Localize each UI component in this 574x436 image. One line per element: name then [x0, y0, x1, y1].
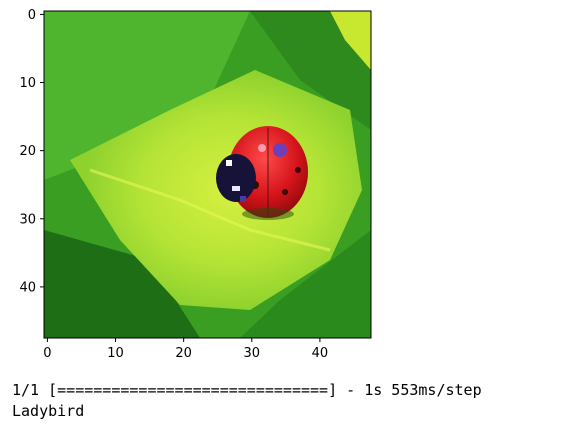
plot-svg: 0 10 20 30 40 0 10 20 30 40: [19, 8, 372, 361]
ladybird-shadow: [242, 208, 294, 220]
progress-output: 1/1 [==============================] - 1…: [12, 381, 482, 399]
ladybird-highlight: [258, 144, 266, 152]
leaf-lower-right: [240, 230, 371, 338]
image-plot: 0 10 20 30 40 0 10 20 30 40: [19, 8, 372, 361]
ladybird-reflection: [273, 143, 287, 157]
x-tick-label: 30: [244, 346, 261, 361]
ladybird-head: [216, 154, 256, 202]
y-tick-label: 10: [19, 76, 36, 91]
leaf-upper-left: [44, 11, 250, 180]
x-tick-label: 20: [175, 346, 192, 361]
ladybird-spot: [282, 189, 288, 195]
central-leaf: [70, 70, 362, 310]
ladybird-head-mark: [240, 196, 246, 202]
y-tick-label: 20: [19, 144, 36, 159]
prediction-output: Ladybird: [12, 402, 85, 420]
y-tick-label: 40: [19, 280, 36, 295]
ladybird-image: [44, 11, 371, 338]
y-axis: 0 10 20 30 40: [19, 8, 44, 295]
leaf-lower-left: [44, 230, 200, 338]
x-axis: 0 10 20 30 40: [43, 338, 328, 361]
ladybird-spot: [295, 167, 301, 173]
y-tick-label: 30: [19, 212, 36, 227]
leaf-upper-right: [250, 11, 371, 130]
x-tick-label: 10: [107, 346, 124, 361]
ladybird-head-mark: [232, 186, 240, 191]
leaf-vein: [89, 168, 331, 252]
x-tick-label: 0: [43, 346, 51, 361]
ladybird-head-mark: [226, 160, 232, 166]
plot-frame: [43, 10, 372, 339]
leaf-corner-highlight: [330, 11, 371, 70]
x-tick-label: 40: [312, 346, 329, 361]
y-tick-label: 0: [28, 8, 36, 23]
